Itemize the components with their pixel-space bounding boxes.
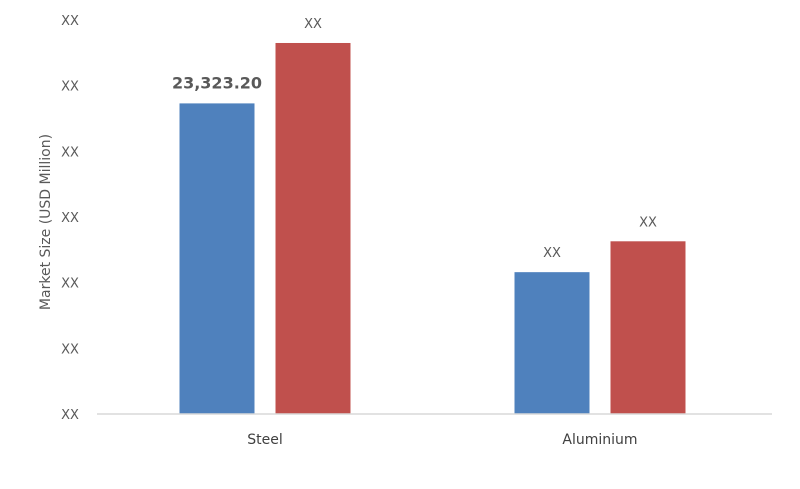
y-tick-label: XX — [61, 145, 79, 160]
x-category-label-steel: Steel — [247, 432, 283, 448]
x-axis-category-labels: Steel Aluminium — [247, 432, 637, 448]
data-labels: 23,323.20 XX XX XX — [172, 17, 657, 261]
bar-aluminium-series-1 — [514, 272, 590, 414]
bars — [179, 42, 686, 414]
bar-steel-series-2 — [275, 42, 351, 414]
y-tick-label: XX — [61, 14, 79, 29]
bar-aluminium-series-2 — [610, 241, 686, 414]
y-tick-label: XX — [61, 80, 79, 95]
bar-steel-series-1 — [179, 103, 255, 414]
y-tick-label: XX — [61, 408, 79, 423]
data-label-aluminium-series-2: XX — [639, 215, 657, 230]
data-label-steel-series-2: XX — [304, 17, 322, 32]
y-tick-label: XX — [61, 211, 79, 226]
y-axis-title: Market Size (USD Million) — [38, 134, 54, 310]
y-tick-label: XX — [61, 342, 79, 357]
data-label-aluminium-series-1: XX — [543, 246, 561, 261]
y-axis-ticks: XX XX XX XX XX XX XX — [61, 14, 79, 423]
x-category-label-aluminium: Aluminium — [562, 432, 637, 448]
data-label-steel-series-1: 23,323.20 — [172, 73, 262, 92]
y-tick-label: XX — [61, 277, 79, 292]
